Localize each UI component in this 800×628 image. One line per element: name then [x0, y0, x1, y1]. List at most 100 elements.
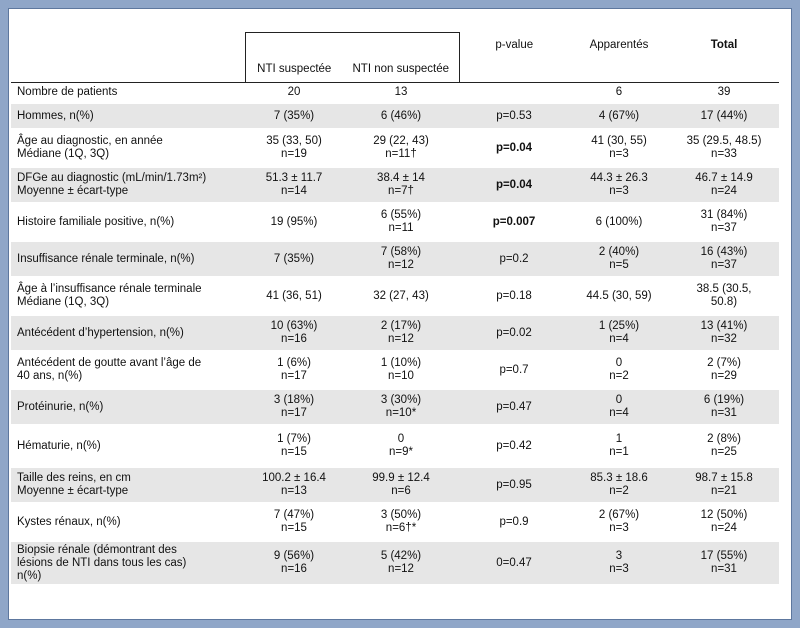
cell-line: n=3 [609, 185, 629, 197]
cell-nti-suspected: 1 (7%) n=15 [245, 426, 343, 467]
cell-line: n=24 [711, 522, 737, 534]
cell-line: 85.3 ± 18.6 [590, 472, 648, 484]
results-table: NTI suspectée NTI non suspectée p-value … [11, 32, 779, 587]
cell-line: n=12 [388, 333, 414, 345]
cell-line: Protéinurie, n(%) [17, 400, 104, 413]
cell-line: n(%) [17, 569, 42, 582]
cell-line: 2 (67%) [598, 509, 640, 521]
cell-p-value: p=0.7 [499, 363, 529, 376]
cell-line: 1 [615, 433, 623, 445]
cell-line: 6 (100%) [595, 215, 643, 228]
cell-line: 3 (18%) [273, 394, 315, 406]
cell-line: 38.5 (30.5, [696, 283, 752, 295]
cell-nti-not-suspected: 2 (17%) n=12 [343, 315, 459, 352]
cell-line: 1 (25%) [598, 320, 640, 332]
table-row: Taille des reins, en cm Moyenne ± écart-t… [11, 466, 779, 504]
cell-relatives: 4 (67%) [569, 103, 669, 130]
cell-line: n=1 [609, 446, 629, 458]
row-label: Hommes, n(%) [11, 103, 245, 130]
cell-line: n=29 [711, 370, 737, 382]
cell-p-value: p=0.007 [492, 215, 536, 228]
cell-nti-not-suspected: 6 (55%) n=11 [343, 204, 459, 241]
cell-line: 5 (42%) [380, 550, 422, 562]
row-label: Insuffisance rénale terminale, n(%) [11, 241, 245, 278]
cell-line: 2 (8%) [707, 433, 741, 445]
cell-line: 2 (7%) [707, 357, 741, 369]
row-label: DFGe au diagnostic (mL/min/1.73m²) Moyenn… [11, 167, 245, 204]
cell-line: n=7† [388, 185, 414, 197]
row-label: Âge au diagnostic, en année Médiane (1Q, … [11, 130, 245, 167]
cell-nti-not-suspected: 99.9 ± 12.4 n=6 [343, 467, 459, 504]
cell-line: n=24 [711, 185, 737, 197]
cell-line: Âge au diagnostic, en année [17, 135, 163, 147]
cell-nti-suspected: 9 (56%) n=16 [245, 541, 343, 586]
cell-line: n=4 [609, 407, 629, 419]
cell-nti-suspected: 35 (33, 50) n=19 [245, 130, 343, 167]
cell-p-value: p=0.9 [499, 515, 529, 528]
header-nti-suspected: NTI suspectée [244, 32, 343, 83]
cell-line: DFGe au diagnostic (mL/min/1.73m²) [17, 172, 207, 184]
cell-relatives: 85.3 ± 18.6 n=2 [569, 467, 669, 504]
cell-line: Hématurie, n(%) [17, 439, 101, 452]
cell-p-value: p=0.04 [495, 178, 533, 191]
table-row: Histoire familiale positive, n(%) 19 (95%… [11, 204, 779, 241]
cell-line: n=6†* [385, 522, 417, 534]
cell-nti-suspected: 7 (47%) n=15 [245, 504, 343, 541]
cell-total: 31 (84%) n=37 [669, 204, 779, 241]
cell-relatives: 0 n=2 [569, 352, 669, 389]
table-row: Âge à l’insuffisance rénale terminale Méd… [11, 278, 779, 315]
cell-line: Hommes, n(%) [17, 109, 94, 122]
cell-nti-not-suspected: 1 (10%) n=10 [343, 352, 459, 389]
cell-line: Médiane (1Q, 3Q) [17, 296, 110, 308]
cell-total: 6 (19%) n=31 [669, 389, 779, 426]
cell-nti-not-suspected: 3 (50%) n=6†* [343, 504, 459, 541]
cell-relatives: 6 (100%) [569, 204, 669, 241]
header-relatives: Apparentés [589, 38, 649, 51]
cell-line: n=3 [609, 563, 629, 575]
cell-total: 2 (8%) n=25 [669, 426, 779, 467]
cell-line: n=31 [711, 407, 737, 419]
cell-nti-not-suspected: 29 (22, 43) n=11† [343, 130, 459, 167]
cell-line: 10 (63%) [270, 320, 318, 332]
cell-line: 1 (7%) [277, 433, 311, 445]
cell-total: 13 (41%) n=32 [669, 315, 779, 352]
cell-line: 19 (95%) [270, 215, 318, 228]
cell-line: 7 (58%) [380, 246, 422, 258]
cell-p-value: p=0.47 [496, 400, 532, 413]
cell-line: n=21 [711, 485, 737, 497]
cell-line: lésions de NTI dans tous les cas) [17, 556, 187, 569]
cell-line: 0 [397, 433, 405, 445]
cell-relatives: 44.5 (30, 59) [569, 278, 669, 315]
cell-nti-not-suspected: 3 (30%) n=10* [343, 389, 459, 426]
cell-relatives: 2 (67%) n=3 [569, 504, 669, 541]
table-row: Antécédent de goutte avant l’âge de 40 an… [11, 352, 779, 389]
header-row: NTI suspectée NTI non suspectée p-value … [11, 32, 779, 83]
cell-total: 17 (44%) [669, 103, 779, 130]
cell-nti-suspected: 10 (63%) n=16 [245, 315, 343, 352]
cell-relatives: 3 n=3 [569, 541, 669, 586]
cell-line: 32 (27, 43) [373, 289, 429, 302]
cell-line: 3 (30%) [380, 394, 422, 406]
cell-line: n=16 [281, 563, 307, 575]
cell-line: n=2 [609, 370, 629, 382]
header-nti-not-suspected: NTI non suspectée [343, 32, 460, 83]
cell-line: 1 (6%) [277, 357, 311, 369]
table-row: Insuffisance rénale terminale, n(%) 7 (35… [11, 240, 779, 278]
cell-line: 6 (46%) [380, 109, 422, 122]
cell-line: Antécédent de goutte avant l’âge de [17, 357, 202, 369]
cell-nti-suspected: 19 (95%) [245, 204, 343, 241]
cell-p-value: p=0.2 [499, 252, 529, 265]
cell-line: 20 [287, 85, 301, 98]
table-row: Protéinurie, n(%) 3 (18%) n=17 3 (30%) n=10*… [11, 388, 779, 426]
row-label: Hématurie, n(%) [11, 426, 245, 467]
cell-line: 3 [615, 550, 623, 562]
cell-line: n=37 [711, 222, 737, 234]
cell-line: Insuffisance rénale terminale, n(%) [17, 252, 195, 265]
cell-line: 41 (30, 55) [591, 135, 647, 147]
cell-total: 38.5 (30.5, 50.8) [669, 278, 779, 315]
cell-total: 12 (50%) n=24 [669, 504, 779, 541]
cell-p-value: p=0.95 [496, 478, 532, 491]
cell-line: 6 (55%) [380, 209, 422, 221]
table-row: DFGe au diagnostic (mL/min/1.73m²) Moyenn… [11, 166, 779, 204]
cell-p-value: p=0.18 [496, 289, 532, 302]
